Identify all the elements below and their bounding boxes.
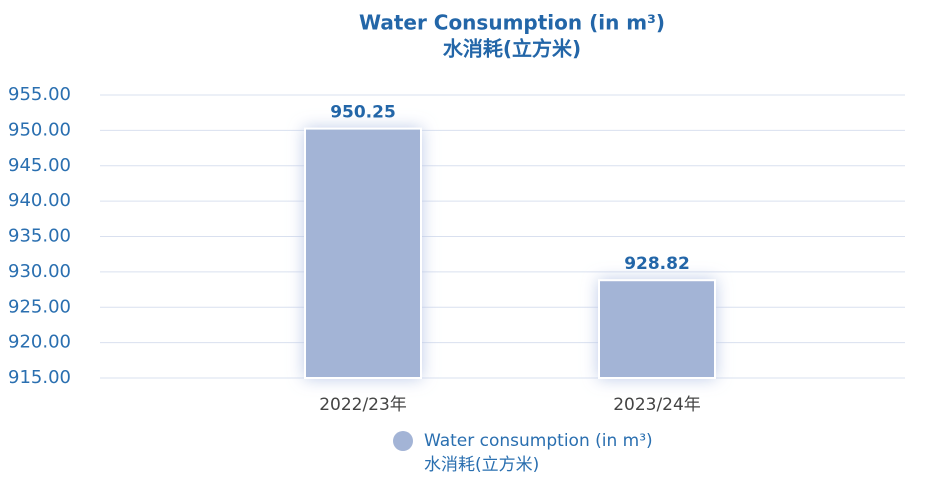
legend-label: Water consumption (in m³): [424, 431, 653, 451]
y-tick-label: 930.00: [8, 261, 71, 282]
y-tick-label: 955.00: [8, 84, 71, 105]
bar: [598, 279, 716, 380]
y-tick-label: 915.00: [8, 367, 71, 388]
legend-swatch: [393, 431, 413, 451]
x-tick-label: 2023/24年: [613, 395, 701, 415]
value-label: 928.82: [624, 254, 690, 274]
value-label: 950.25: [330, 103, 396, 123]
chart-title: Water Consumption (in m³): [359, 11, 665, 35]
y-tick-label: 935.00: [8, 226, 71, 247]
x-tick-label: 2022/23年: [319, 395, 407, 415]
y-tick-label: 940.00: [8, 190, 71, 211]
legend-label: 水消耗(立方米): [424, 455, 539, 475]
bar: [304, 127, 422, 379]
y-tick-label: 920.00: [8, 332, 71, 353]
y-tick-label: 950.00: [8, 119, 71, 140]
y-tick-label: 925.00: [8, 296, 71, 317]
y-tick-label: 945.00: [8, 155, 71, 176]
chart-subtitle: 水消耗(立方米): [443, 37, 581, 61]
